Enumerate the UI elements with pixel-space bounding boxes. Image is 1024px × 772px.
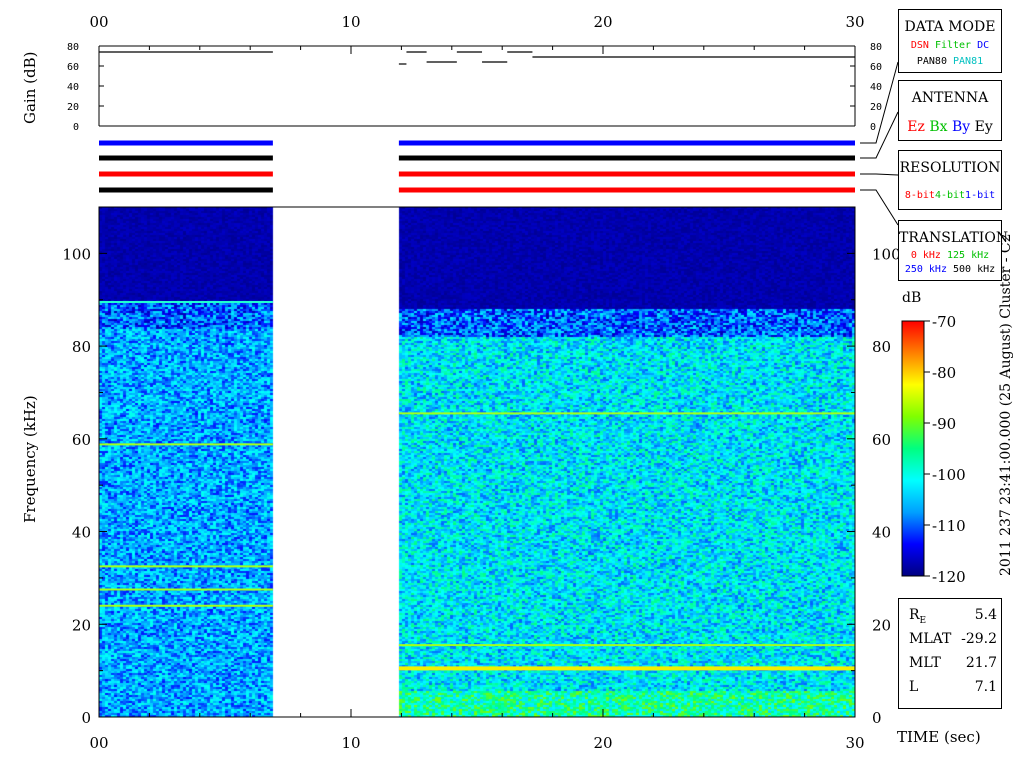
data-mode-row1: DSN Filter DC [899, 40, 1001, 51]
ephemeris-label: RE [909, 607, 927, 626]
freq-tick-label-right: 40 [872, 524, 891, 542]
freq-tick-label-left: 20 [72, 616, 91, 634]
spectrogram-frame [98, 206, 856, 718]
ephemeris-panel: RE 5.4 MLAT -29.2 MLT 21.7 L 7.1 [898, 598, 1002, 709]
legend-item: Ey [974, 119, 993, 135]
time-tick-label-bottom: 20 [593, 734, 612, 752]
freq-tick-label-left: 40 [72, 524, 91, 542]
ephemeris-label: MLT [909, 655, 941, 671]
antenna-title: ANTENNA [911, 90, 989, 106]
data-mode-row2: PAN80 PAN81 [899, 56, 1001, 67]
legend-item: DSN [910, 40, 929, 51]
gain-axis-label: Gain (dB) [21, 51, 39, 124]
frequency-axis-label: Frequency (kHz) [21, 395, 39, 523]
time-tick-label-bottom: 30 [845, 734, 864, 752]
translation-legend: TRANSLATION 0 kHz 125 kHz 250 kHz 500 kH… [898, 220, 1009, 281]
gain-tick-label-left: 0 [73, 122, 79, 133]
legend-item: Ez [907, 119, 925, 135]
translation-row2: 250 kHz 500 kHz [899, 264, 1001, 275]
legend-connector [860, 61, 899, 144]
time-tick-label-top: 00 [89, 13, 108, 31]
gain-tick-label-right: 20 [870, 102, 882, 113]
time-tick-label-bottom: 10 [341, 734, 360, 752]
freq-tick-label-right: 60 [872, 431, 891, 449]
gain-tick-label-left: 80 [67, 42, 79, 53]
time-tick-label-bottom: 00 [89, 734, 108, 752]
ephemeris-label: L [909, 679, 919, 695]
ephemeris-value: -29.2 [961, 631, 997, 647]
date-spacecraft-label: 2011 237 23:41:00.000 (25 August) Cluste… [998, 233, 1014, 576]
time-tick-label-top: 20 [593, 13, 612, 31]
gain-tick-label-right: 0 [870, 122, 876, 133]
freq-tick-label-left: 60 [72, 431, 91, 449]
freq-tick-label-right: 80 [872, 338, 891, 356]
resolution-row: 8-bit4-bit1-bit [899, 190, 1001, 201]
gain-tick-label-left: 60 [67, 62, 79, 73]
colorbar-unit-label: dB [902, 290, 922, 306]
ephemeris-value: 5.4 [974, 607, 997, 623]
colorbar-tick-label: -110 [932, 517, 966, 535]
translation-row1: 0 kHz 125 kHz [899, 250, 1001, 261]
legend-item: Filter [934, 40, 972, 51]
legend-connector [860, 111, 899, 159]
data-mode-legend: DATA MODE DSN Filter DC PAN80 PAN81 [898, 9, 1002, 73]
legend-item: PAN80 [916, 56, 947, 67]
legend-item: 1-bit [965, 190, 996, 201]
colorbar-tick-label: -100 [932, 466, 966, 484]
gain-tick-label-right: 40 [870, 82, 882, 93]
time-tick-label-top: 10 [341, 13, 360, 31]
legend-item: 8-bit [904, 190, 935, 201]
legend-item: 500 kHz [953, 264, 996, 275]
spectrogram-image [99, 207, 855, 717]
ephemeris-label: MLAT [909, 631, 952, 647]
colorbar [901, 320, 925, 577]
legend-item: 4-bit [934, 190, 966, 201]
colorbar-tick-label: -70 [932, 313, 956, 331]
gain-tick-label-right: 80 [870, 42, 882, 53]
gain-tick-label-left: 40 [67, 82, 79, 93]
legend-item: DC [977, 40, 990, 51]
legend-item: Bx [929, 119, 948, 135]
ephemeris-value: 21.7 [965, 655, 997, 671]
ephemeris-value: 7.1 [974, 679, 997, 695]
colorbar-tick-label: -120 [932, 568, 966, 586]
resolution-title: RESOLUTION [899, 160, 1001, 176]
gain-tick-label-left: 20 [67, 102, 79, 113]
colorbar-tick-label: -80 [932, 364, 956, 382]
legend-item: 0 kHz [910, 250, 941, 261]
legend-item: By [951, 119, 971, 135]
legend-item: 125 kHz [946, 250, 990, 261]
freq-tick-label-left: 80 [72, 338, 91, 356]
translation-title: TRANSLATION [899, 230, 1009, 246]
legend-item: PAN81 [953, 56, 984, 67]
freq-tick-label-left: 0 [81, 709, 91, 727]
antenna-row: Ez Bx By Ey [899, 119, 1001, 135]
resolution-legend: RESOLUTION 8-bit4-bit1-bit [898, 150, 1002, 210]
gain-tick-label-right: 60 [870, 62, 882, 73]
freq-tick-label-left: 100 [62, 245, 91, 263]
antenna-legend: ANTENNA Ez Bx By Ey [898, 80, 1002, 141]
freq-tick-label-right: 0 [872, 709, 882, 727]
legend-item: 250 kHz [904, 264, 947, 275]
time-axis-label: TIME (sec) [897, 728, 981, 746]
freq-tick-label-right: 100 [872, 245, 901, 263]
data-mode-title: DATA MODE [904, 19, 996, 35]
colorbar-tick-label: -90 [932, 415, 956, 433]
legend-connector [860, 189, 899, 226]
freq-tick-label-right: 20 [872, 616, 891, 634]
legend-connector [860, 173, 899, 176]
time-tick-label-top: 30 [845, 13, 864, 31]
